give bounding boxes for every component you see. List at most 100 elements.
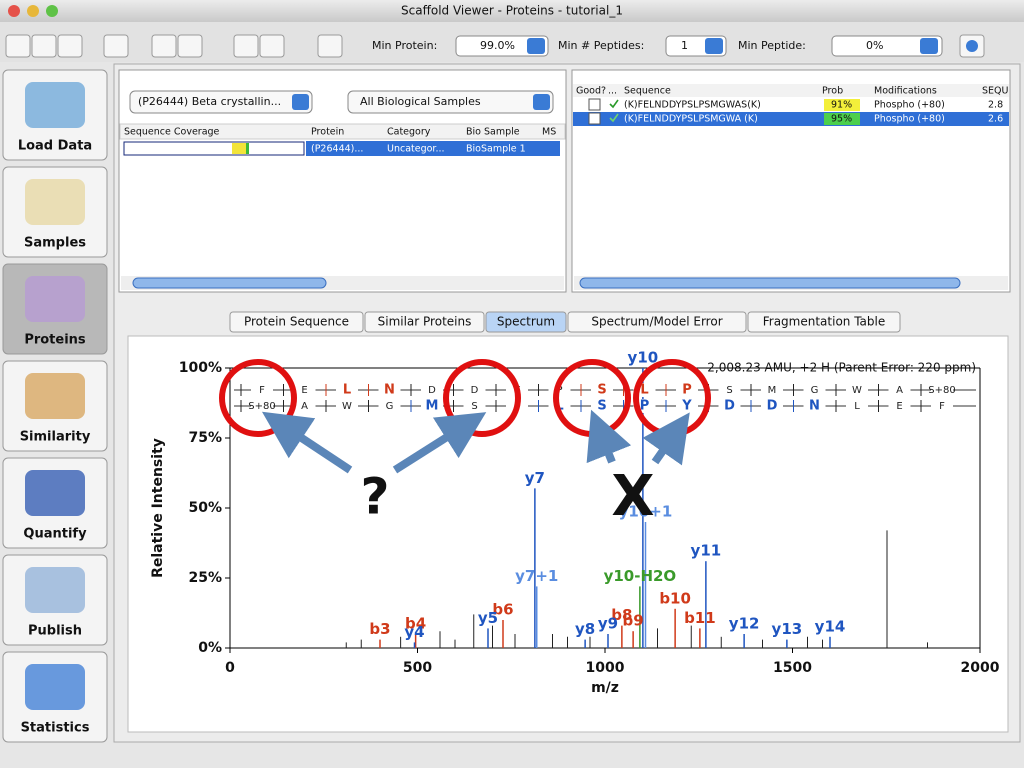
ladder-residue: N <box>384 383 395 398</box>
copy-button[interactable] <box>151 34 177 58</box>
tab-label: Fragmentation Table <box>763 315 886 329</box>
highlight-circle <box>219 359 297 437</box>
stepper[interactable] <box>527 38 545 54</box>
sidebar-icon <box>25 373 85 419</box>
ladder-bg <box>803 399 826 413</box>
min-protein-field[interactable] <box>455 35 549 57</box>
bio-button[interactable] <box>233 34 259 58</box>
peak-label: b11 <box>684 609 716 627</box>
ladder-bg <box>251 399 273 413</box>
ladder-residue: D <box>428 385 436 396</box>
column-header: Prob <box>822 86 843 97</box>
ladder-bg <box>463 399 486 413</box>
open-button[interactable] <box>5 34 31 58</box>
sidebar-label: Publish <box>28 624 82 639</box>
tab[interactable] <box>747 311 901 333</box>
cell: (K)FELNDDYPSLPSMGWA (K) <box>624 114 758 125</box>
minimize-button[interactable] <box>27 5 39 17</box>
ladder-bg <box>421 383 443 397</box>
ladder-bg <box>718 383 741 397</box>
ladder-bg <box>251 383 273 397</box>
sidebar-label: Statistics <box>21 721 90 736</box>
sidebar-icon <box>25 82 85 128</box>
peak-label: y7 <box>525 469 545 487</box>
x-tick-label: 1000 <box>586 660 625 676</box>
stepper[interactable] <box>920 38 938 54</box>
sidebar-label: Quantify <box>23 527 87 542</box>
sample-select[interactable] <box>347 90 554 114</box>
coverage-segment <box>232 143 246 154</box>
excel-button[interactable] <box>177 34 203 58</box>
close-button[interactable] <box>8 5 20 17</box>
ladder-bg <box>378 383 401 397</box>
peak-label: b3 <box>369 620 390 638</box>
column-header: Protein <box>311 127 344 138</box>
ladder-bg <box>676 399 698 413</box>
y-tick-label: 50% <box>188 500 222 516</box>
annotation: ? <box>360 468 389 526</box>
selected-row[interactable] <box>306 141 560 156</box>
checkbox[interactable] <box>588 98 601 111</box>
column-header: ... <box>608 86 617 97</box>
ladder-residue: S+80 <box>928 385 955 396</box>
ladder-residue: Y <box>681 399 692 414</box>
ladder-bg <box>761 399 783 413</box>
spectrum-chart: 0% 25% 50% 75% 100% 0 500 1000 1500 2000 m/z Relati… <box>150 349 1000 697</box>
cell: 2.6 <box>988 114 1003 125</box>
tab[interactable] <box>567 311 747 333</box>
peak-label: b10 <box>659 589 691 607</box>
cell: 95% <box>831 114 852 125</box>
ladder-residue: D <box>471 385 479 396</box>
preview-button[interactable] <box>103 34 129 58</box>
cell: 2.8 <box>988 100 1003 111</box>
tab[interactable] <box>485 311 567 333</box>
coverage-segment <box>246 143 249 154</box>
y-tick-label: 25% <box>188 570 222 586</box>
x-tick-label: 0 <box>225 660 235 676</box>
sidebar-icon <box>25 276 85 322</box>
checkbox[interactable] <box>588 112 601 125</box>
save-button[interactable] <box>31 34 57 58</box>
sidebar-label: Similarity <box>20 430 91 445</box>
ladder-residue: E <box>896 401 902 412</box>
table-header <box>119 123 566 140</box>
ms-button[interactable] <box>259 34 285 58</box>
peak-label: y8 <box>575 620 595 638</box>
ladder-residue: D <box>767 399 778 414</box>
column-header: MS <box>542 127 556 138</box>
cell: (P26444)... <box>311 144 363 155</box>
ladder-residue: L <box>343 383 351 398</box>
selected-row[interactable] <box>573 112 1009 126</box>
tab[interactable] <box>229 311 364 333</box>
zoom-button[interactable] <box>46 5 58 17</box>
ladder-bg <box>888 399 911 413</box>
sidebar-label: Load Data <box>18 139 92 154</box>
coverage-bar <box>123 141 305 156</box>
ladder-bg <box>336 383 358 397</box>
ladder-residue: S+80 <box>248 401 275 412</box>
tab-label: Spectrum <box>497 315 555 329</box>
column-header: Category <box>387 127 431 138</box>
scroll-thumb[interactable] <box>132 277 327 289</box>
cell: Phospho (+80) <box>874 114 945 125</box>
chart-button[interactable] <box>317 34 343 58</box>
scroll-thumb[interactable] <box>579 277 961 289</box>
print-button[interactable] <box>57 34 83 58</box>
peak-label: b6 <box>492 601 513 619</box>
column-header: SEQU <box>982 86 1009 97</box>
checkmark <box>609 113 619 123</box>
select-arrow <box>292 94 309 110</box>
prob-cell <box>824 113 860 125</box>
ladder-bg <box>591 399 613 413</box>
min-peptide-value: 0% <box>866 39 883 52</box>
tab[interactable] <box>364 311 485 333</box>
stepper[interactable] <box>705 38 723 54</box>
y-tick-label: 75% <box>188 430 222 446</box>
min-protein-value: 99.0% <box>480 39 515 52</box>
window-title: Scaffold Viewer - Proteins - tutorial_1 <box>401 4 623 18</box>
min-peptide-field[interactable] <box>831 35 943 57</box>
ladder-residue: E <box>301 385 307 396</box>
protein-select[interactable] <box>129 90 313 114</box>
annotation-arrow <box>642 412 690 466</box>
